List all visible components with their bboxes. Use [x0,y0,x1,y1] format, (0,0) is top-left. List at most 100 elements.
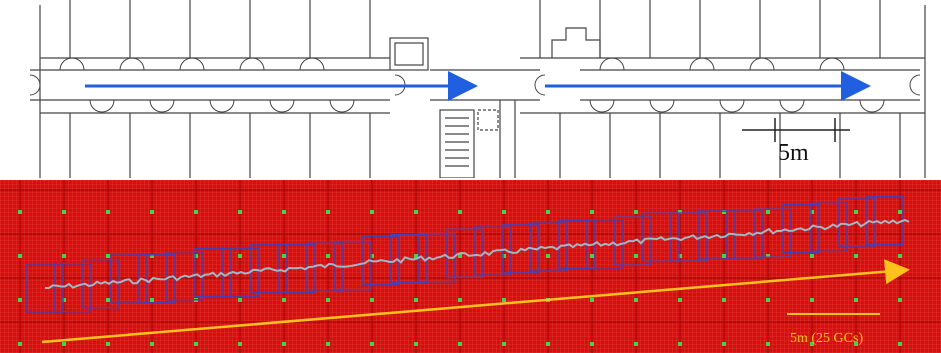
detection-box [474,226,512,276]
grid-marker [854,210,858,214]
grid-marker [898,342,902,346]
grid-marker [62,210,66,214]
grid-marker [18,210,22,214]
grid-marker [18,298,22,302]
grid-marker [634,210,638,214]
grid-marker [414,298,418,302]
grid-marker [502,342,506,346]
detection-box [614,216,652,266]
grid-marker [678,298,682,302]
grid-marker [458,298,462,302]
grid-marker [634,254,638,258]
grid-cell-map: 5m (25 GCs) [0,180,941,353]
grid-marker [766,254,770,258]
grid-background [0,180,941,353]
grid-marker [194,254,198,258]
grid-marker [238,298,242,302]
grid-marker [106,342,110,346]
grid-marker [502,254,506,258]
grid-marker [62,342,66,346]
grid-marker [898,210,902,214]
grid-marker [150,342,154,346]
grid-marker [634,342,638,346]
grid-marker [722,342,726,346]
grid-marker [414,210,418,214]
grid-marker [634,298,638,302]
grid-marker [458,254,462,258]
detection-box [530,222,568,272]
direction-arrow [41,259,910,344]
grid-marker [722,298,726,302]
grid-marker [678,254,682,258]
grid-marker [590,298,594,302]
floor-plan-scale-bar: 5m [742,118,850,166]
grid-marker [150,210,154,214]
grid-marker [810,298,814,302]
grid-marker [414,342,418,346]
grid-marker [590,342,594,346]
grid-marker [590,254,594,258]
grid-marker [282,298,286,302]
grid-marker [898,298,902,302]
estimated-trajectory [45,218,910,289]
detection-box [110,254,148,304]
grid-marker [854,254,858,258]
grid-marker [150,254,154,258]
floor-plan: 5m [29,0,926,178]
grid-marker [722,254,726,258]
detection-box [278,243,316,293]
floor-plan-walls [30,0,926,178]
grid-marker [326,298,330,302]
grid-marker [106,298,110,302]
grid-map-scale-label: 5m (25 GCs) [790,331,863,346]
grid-marker [810,210,814,214]
grid-marker [766,210,770,214]
detection-box [642,212,680,263]
grid-marker [370,298,374,302]
grid-marker [238,210,242,214]
grid-marker [458,342,462,346]
grid-marker [546,342,550,346]
grid-marker [150,298,154,302]
grid-marker [458,210,462,214]
grid-marker [282,210,286,214]
grid-marker [854,298,858,302]
grid-marker [238,342,242,346]
grid-marker [678,342,682,346]
grid-marker [370,210,374,214]
floor-plan-scale-label: 5m [778,140,809,166]
detection-box [250,243,288,293]
grid-marker [106,254,110,258]
grid-marker [810,342,814,346]
grid-marker [18,342,22,346]
grid-marker [194,210,198,214]
grid-marker [854,342,858,346]
grid-marker [546,210,550,214]
grid-marker [326,342,330,346]
grid-marker [370,342,374,346]
grid-marker [62,254,66,258]
grid-marker [678,210,682,214]
grid-marker [282,254,286,258]
detection-box [222,247,260,297]
grid-marker [546,254,550,258]
grid-marker [898,254,902,258]
door-swings [29,57,921,113]
grid-marker [766,342,770,346]
grid-marker [194,342,198,346]
grid-marker [282,342,286,346]
grid-marker [414,254,418,258]
grid-marker [326,254,330,258]
grid-marker [810,254,814,258]
grid-marker [722,210,726,214]
grid-marker [370,254,374,258]
grid-marker [590,210,594,214]
grid-marker [62,298,66,302]
grid-marker [326,210,330,214]
grid-marker [106,210,110,214]
grid-marker [502,210,506,214]
detection-box [26,263,64,313]
grid-marker [766,298,770,302]
grid-marker [18,254,22,258]
